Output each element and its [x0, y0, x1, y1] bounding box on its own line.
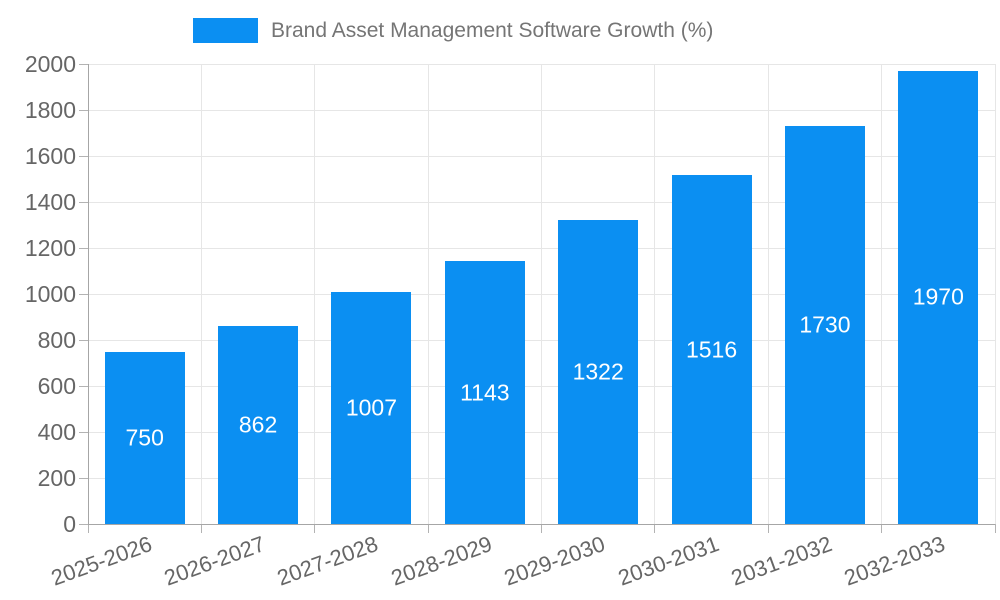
bar-value-label: 750: [125, 424, 164, 451]
y-tick-label: 200: [37, 465, 76, 491]
bar-value-label: 1143: [460, 379, 510, 406]
bar[interactable]: 1007: [331, 292, 412, 524]
x-axis-tick: [994, 524, 996, 533]
bar[interactable]: 1970: [898, 70, 979, 524]
y-tick-label: 1800: [24, 97, 76, 123]
x-gridline: [654, 64, 656, 524]
bar-value-label: 1516: [685, 336, 738, 363]
legend[interactable]: Brand Asset Management Software Growth (…: [193, 18, 713, 43]
y-axis-tick: [79, 523, 88, 525]
y-tick-label: 1200: [24, 235, 76, 261]
bar[interactable]: 1143: [444, 261, 525, 524]
y-axis-tick: [79, 201, 88, 203]
x-gridline: [314, 64, 316, 524]
y-axis-tick: [79, 109, 88, 111]
bar-value-label: 1970: [912, 283, 964, 310]
y-axis-line: [88, 64, 89, 524]
x-axis-tick: [87, 524, 89, 533]
y-axis-tick: [79, 293, 88, 295]
plot-area: 0 200 400 600 800 1000 1200 1400 1600 1800 2000 750…: [25, 52, 996, 591]
y-tick-label: 1000: [24, 281, 76, 307]
y-axis-tick: [79, 155, 88, 157]
x-gridline: [994, 64, 996, 524]
y-tick-label: 400: [37, 419, 76, 445]
y-axis-tick: [79, 247, 88, 249]
bar[interactable]: 1322: [558, 219, 639, 524]
y-tick-label: 800: [37, 327, 76, 353]
bar[interactable]: 750: [104, 351, 185, 524]
x-gridline: [767, 64, 769, 524]
y-axis-tick: [79, 385, 88, 387]
x-gridline: [427, 64, 429, 524]
y-tick-label: 1600: [24, 143, 76, 169]
y-tick-label: 2000: [24, 51, 76, 77]
x-axis-tick: [314, 524, 316, 533]
y-axis-tick: [79, 477, 88, 479]
x-gridline: [541, 64, 542, 524]
bar-value-label: 862: [238, 411, 278, 438]
x-axis-tick: [427, 524, 429, 533]
x-axis-tick: [654, 524, 656, 533]
x-axis-tick: [200, 524, 202, 533]
x-axis-tick: [767, 524, 769, 533]
y-tick-label: 1400: [24, 189, 76, 215]
x-gridline: [881, 64, 883, 524]
bar[interactable]: 862: [218, 325, 299, 524]
legend-swatch-icon: [193, 18, 258, 43]
bar[interactable]: 1730: [784, 126, 865, 524]
x-axis-line: [88, 524, 995, 525]
legend-label: Brand Asset Management Software Growth (…: [271, 18, 714, 42]
bar-value-label: 1007: [345, 394, 398, 421]
x-axis-tick: [541, 524, 542, 533]
bar-value-label: 1730: [799, 311, 851, 338]
y-axis-tick: [79, 431, 88, 433]
y-tick-label: 600: [37, 373, 76, 399]
x-gridline: [200, 64, 202, 524]
y-axis-tick: [79, 63, 88, 65]
x-axis-tick: [881, 524, 883, 533]
bar[interactable]: 1516: [671, 175, 752, 524]
bar-value-label: 1322: [572, 358, 624, 385]
y-tick-label: 0: [63, 511, 76, 537]
y-axis-tick: [79, 339, 88, 341]
